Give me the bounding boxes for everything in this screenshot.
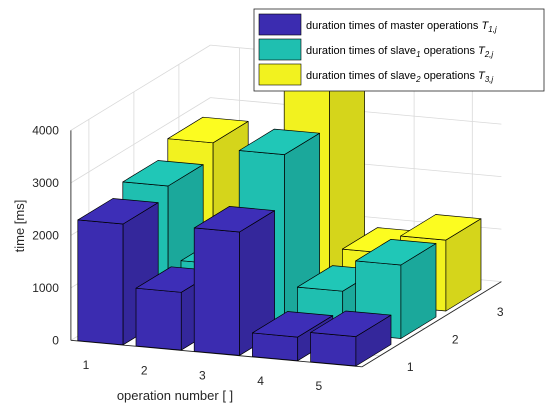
bar-front-face <box>77 219 124 346</box>
depth-tick-label: 3 <box>497 305 504 319</box>
legend-swatch-slave1 <box>258 38 302 61</box>
depth-axis-line <box>361 281 502 368</box>
z-tick-label: 0 <box>52 333 59 347</box>
bar-top-face <box>193 206 275 233</box>
bar-top-face <box>238 128 320 155</box>
x-tick-label: 3 <box>199 369 206 383</box>
bar-top-face <box>252 311 334 338</box>
bar-front-face <box>310 332 357 367</box>
bar-T1,j-op3 <box>193 206 275 356</box>
grid-line-side <box>70 97 211 184</box>
bar-top-face <box>400 214 482 241</box>
depth-tick-label: 1 <box>407 360 414 374</box>
tick-labels: 0 1000 2000 3000 4000 1 2 3 4 5 1 2 3 <box>32 123 504 393</box>
legend-swatch-slave2 <box>258 63 302 86</box>
bar-front-face <box>252 332 299 362</box>
bar-top-face <box>77 198 159 225</box>
z-tick-label: 4000 <box>32 123 59 137</box>
bar-top-face <box>355 239 437 266</box>
z-tick-label: 2000 <box>32 228 59 242</box>
x-tick-label: 5 <box>315 379 322 393</box>
z-tick-label: 3000 <box>32 176 59 190</box>
bar-top-face <box>122 160 204 187</box>
legend-item-master: duration times of master operations T1,j <box>258 13 497 36</box>
bar-top-face <box>167 116 249 144</box>
grid-line-side <box>70 44 211 131</box>
legend-label-slave1: duration times of slave1 operations T2,j <box>306 45 493 59</box>
legend-box <box>253 8 545 92</box>
bar-front-face <box>135 287 182 351</box>
x-tick-label: 4 <box>257 374 264 388</box>
legend: duration times of master operations T1,j… <box>253 8 545 92</box>
x-tick-label: 2 <box>141 363 148 377</box>
depth-tick-label: 2 <box>452 332 459 346</box>
x-tick-label: 1 <box>83 358 90 372</box>
y-axis-title: time [ms] <box>12 200 27 253</box>
legend-item-slave2: duration times of slave2 operations T3,j <box>258 63 493 86</box>
z-tick-label: 1000 <box>32 281 59 295</box>
legend-label-master: duration times of master operations T1,j <box>306 20 497 34</box>
legend-swatch-master <box>258 13 302 36</box>
legend-label-slave2: duration times of slave2 operations T3,j <box>306 70 493 84</box>
legend-item-slave1: duration times of slave1 operations T2,j <box>258 38 493 61</box>
bar-T1,j-op5 <box>310 310 392 367</box>
x-axis-title: operation number [ ] <box>117 388 233 403</box>
bar-top-face <box>310 310 392 337</box>
bars <box>77 64 482 367</box>
bar-front-face <box>193 227 240 356</box>
